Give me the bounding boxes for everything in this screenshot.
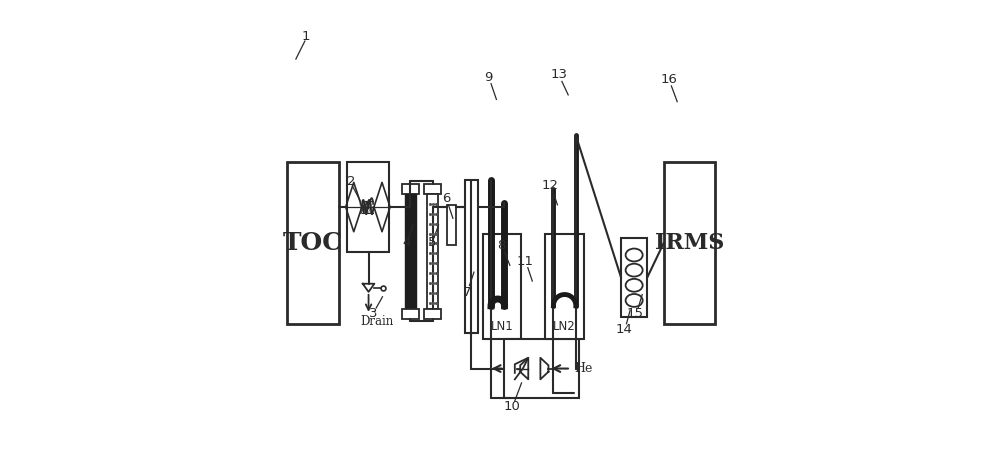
Bar (402, 184, 419, 194)
Bar (347, 162, 389, 252)
Text: 16: 16 (660, 73, 677, 86)
Text: LN1: LN1 (491, 320, 513, 333)
Bar (664, 162, 715, 324)
Text: 4: 4 (403, 236, 411, 249)
Text: He: He (574, 362, 592, 375)
Text: 12: 12 (542, 179, 559, 192)
Text: 10: 10 (504, 400, 521, 413)
Bar (402, 309, 419, 319)
Bar (287, 162, 338, 324)
Text: 1: 1 (302, 30, 310, 43)
Bar (504, 339, 579, 398)
Text: 6: 6 (442, 193, 451, 206)
Bar (483, 234, 521, 339)
Text: 9: 9 (485, 72, 493, 84)
Bar (447, 205, 456, 245)
Text: 5: 5 (428, 236, 436, 249)
Text: 3: 3 (369, 307, 378, 320)
Bar (427, 194, 438, 309)
Bar (405, 194, 416, 309)
Text: LN2: LN2 (553, 320, 576, 333)
Text: IRMS: IRMS (655, 232, 724, 254)
Text: 11: 11 (517, 255, 534, 268)
Bar (424, 309, 441, 319)
Text: Drain: Drain (360, 315, 393, 328)
Bar (545, 234, 584, 339)
Bar (621, 238, 647, 317)
Bar (424, 184, 441, 194)
Text: 7: 7 (463, 286, 471, 299)
Text: 15: 15 (627, 307, 644, 320)
Text: 2: 2 (347, 175, 355, 188)
Text: 8: 8 (498, 238, 506, 252)
Text: 14: 14 (616, 323, 633, 336)
Text: 13: 13 (551, 68, 568, 81)
Text: TOC: TOC (283, 231, 343, 255)
Bar (465, 180, 478, 333)
